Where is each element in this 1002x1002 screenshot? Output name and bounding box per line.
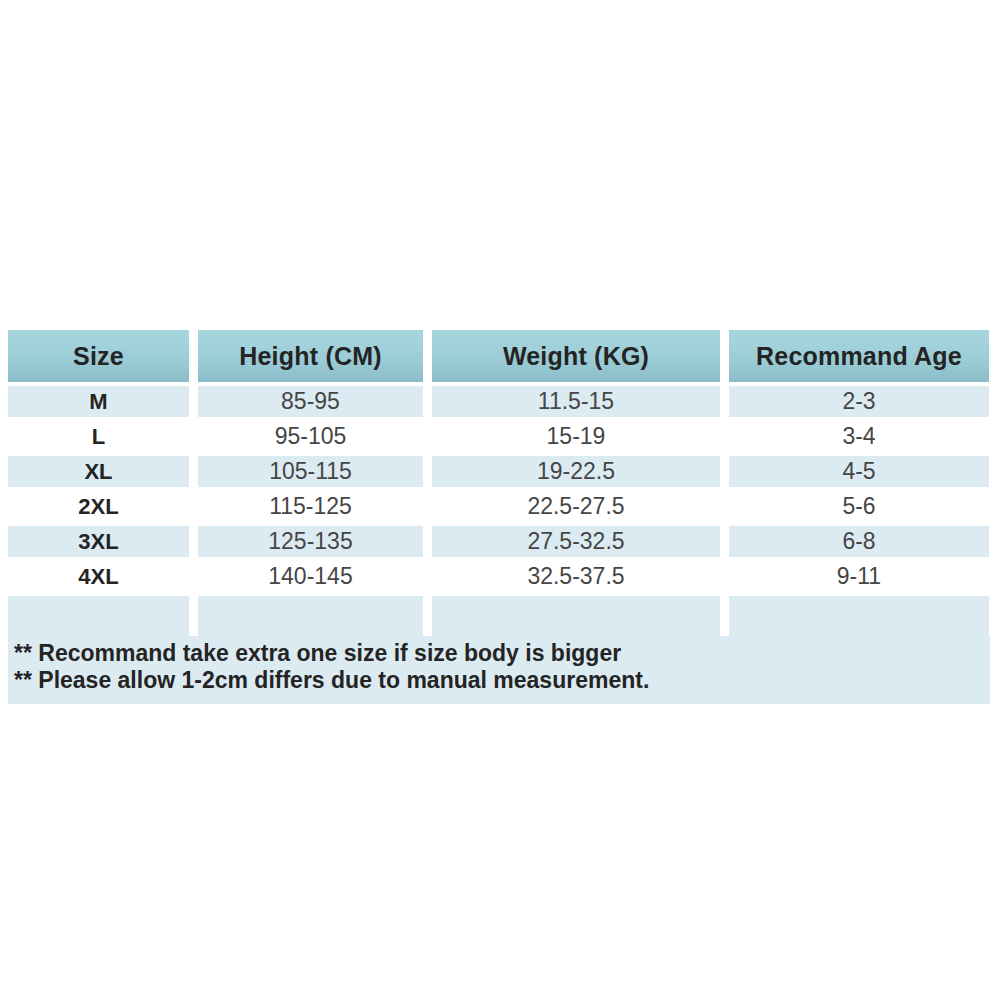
table-header-row: Size Height (CM) Weight (KG) Recommand A… <box>8 330 990 382</box>
age-value: 4-5 <box>729 456 989 487</box>
table-row-m: M 85-95 11.5-15 2-3 <box>8 386 990 417</box>
empty-cell <box>432 596 720 636</box>
table-row-4xl: 4XL 140-145 32.5-37.5 9-11 <box>8 561 990 592</box>
age-value: 6-8 <box>729 526 989 557</box>
size-chart-table: Size Height (CM) Weight (KG) Recommand A… <box>8 330 990 704</box>
weight-value: 15-19 <box>432 421 720 452</box>
footnote-line-1: ** Recommand take extra one size if size… <box>14 640 990 667</box>
empty-cell <box>729 596 989 636</box>
height-value: 140-145 <box>198 561 423 592</box>
size-value: 3XL <box>8 526 189 557</box>
footnote-line-2: ** Please allow 1-2cm differs due to man… <box>14 667 990 694</box>
column-header-weight: Weight (KG) <box>432 330 720 382</box>
age-value: 3-4 <box>729 421 989 452</box>
table-row-2xl: 2XL 115-125 22.5-27.5 5-6 <box>8 491 990 522</box>
footnotes: ** Recommand take extra one size if size… <box>8 636 990 704</box>
table-footer: ** Recommand take extra one size if size… <box>8 596 990 704</box>
size-value: XL <box>8 456 189 487</box>
column-header-size: Size <box>8 330 189 382</box>
height-value: 125-135 <box>198 526 423 557</box>
empty-cell <box>8 596 189 636</box>
table-row-l: L 95-105 15-19 3-4 <box>8 421 990 452</box>
table-row-xl: XL 105-115 19-22.5 4-5 <box>8 456 990 487</box>
weight-value: 32.5-37.5 <box>432 561 720 592</box>
weight-value: 27.5-32.5 <box>432 526 720 557</box>
age-value: 2-3 <box>729 386 989 417</box>
table-row-3xl: 3XL 125-135 27.5-32.5 6-8 <box>8 526 990 557</box>
weight-value: 11.5-15 <box>432 386 720 417</box>
empty-row <box>8 596 990 636</box>
size-value: 4XL <box>8 561 189 592</box>
size-value: 2XL <box>8 491 189 522</box>
page: Size Height (CM) Weight (KG) Recommand A… <box>0 0 1002 1002</box>
height-value: 115-125 <box>198 491 423 522</box>
weight-value: 22.5-27.5 <box>432 491 720 522</box>
height-value: 105-115 <box>198 456 423 487</box>
weight-value: 19-22.5 <box>432 456 720 487</box>
column-header-height: Height (CM) <box>198 330 423 382</box>
size-value: L <box>8 421 189 452</box>
column-header-age: Recommand Age <box>729 330 989 382</box>
size-value: M <box>8 386 189 417</box>
empty-cell <box>198 596 423 636</box>
height-value: 95-105 <box>198 421 423 452</box>
age-value: 5-6 <box>729 491 989 522</box>
height-value: 85-95 <box>198 386 423 417</box>
age-value: 9-11 <box>729 561 989 592</box>
